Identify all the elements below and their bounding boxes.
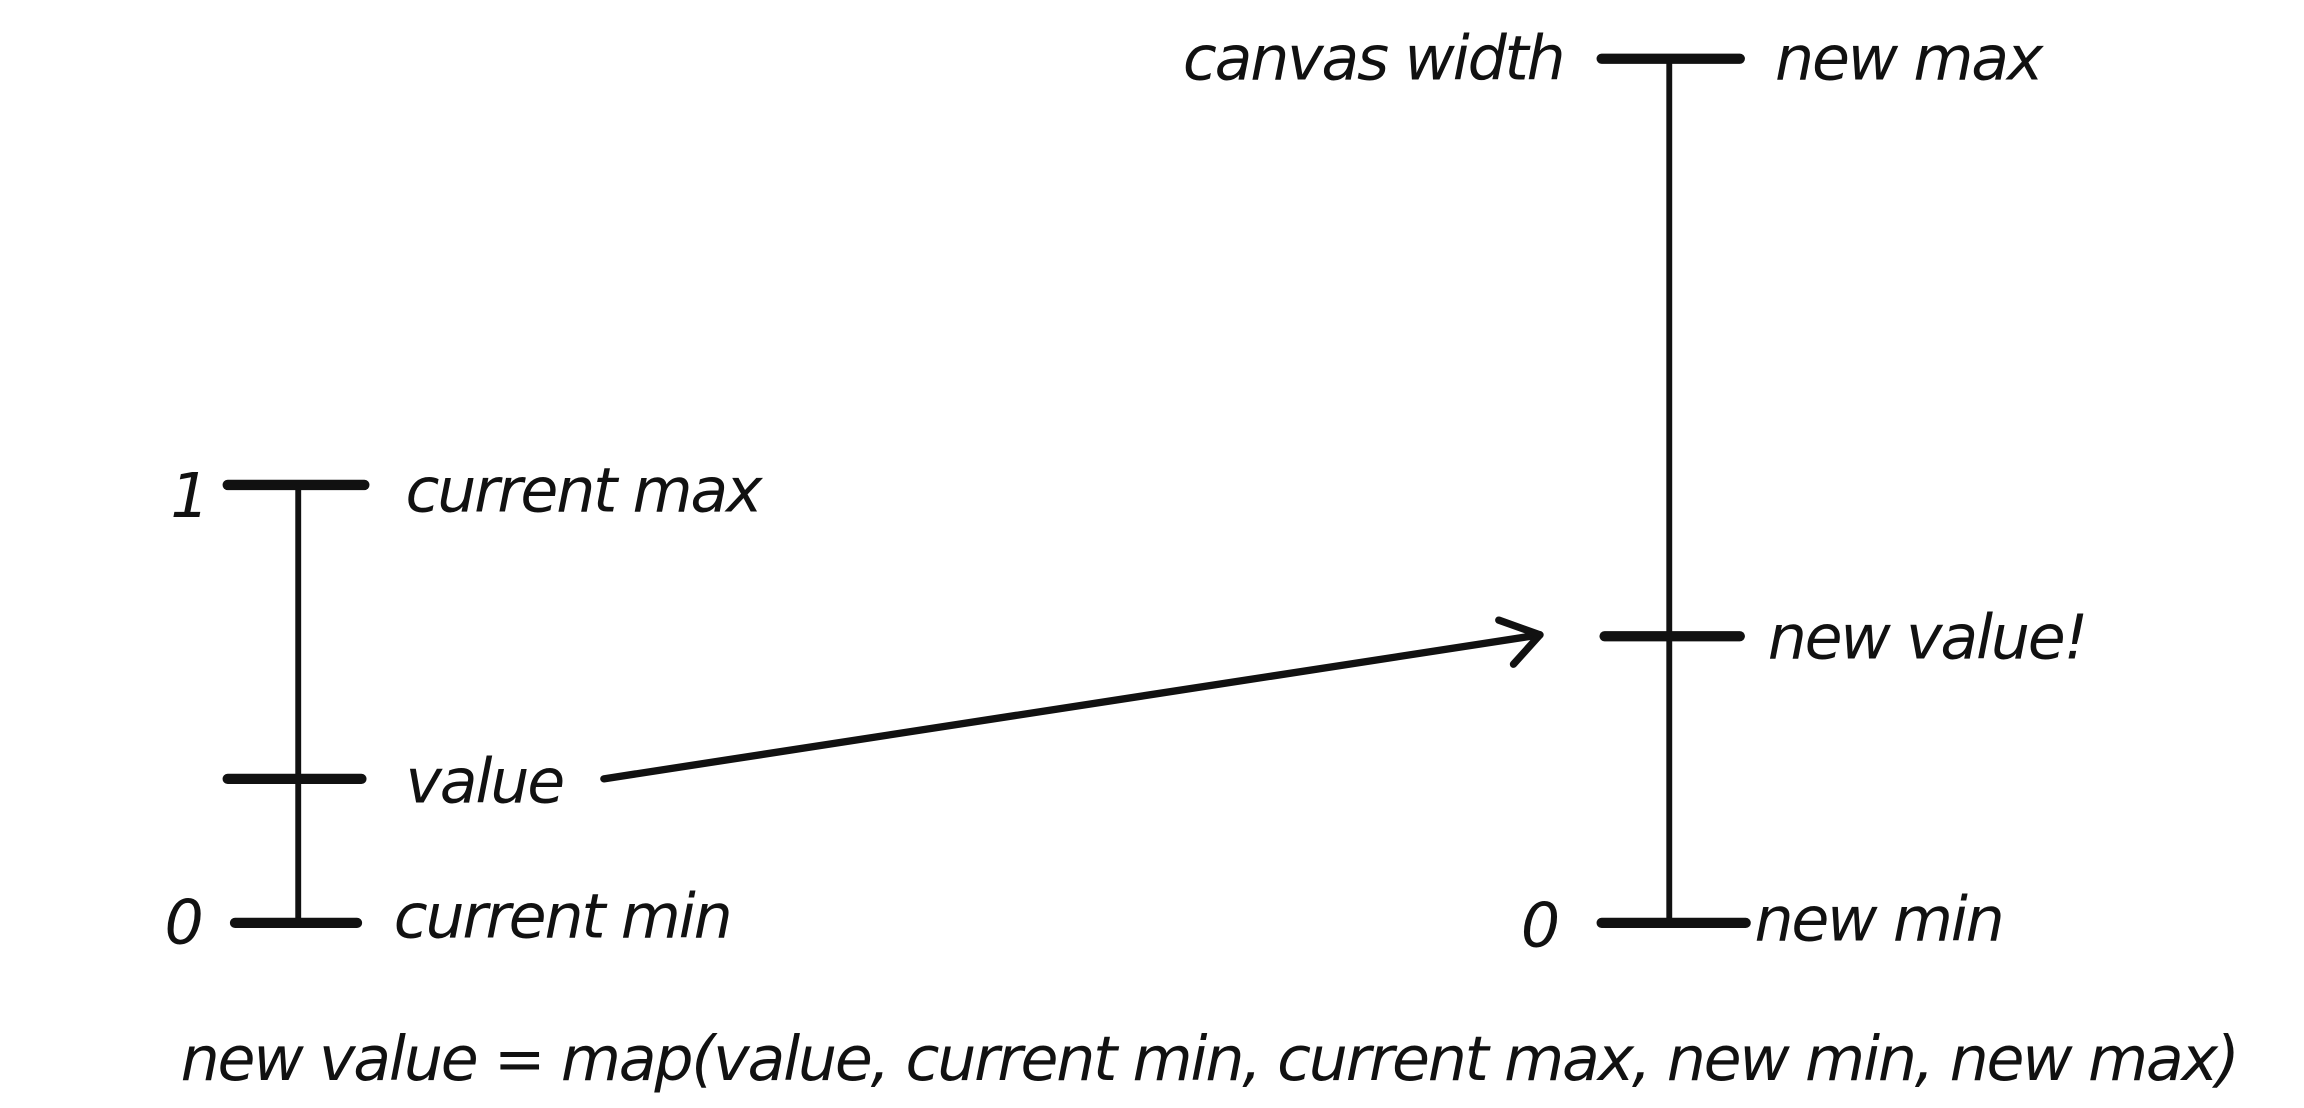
right-scale: canvas width new max new value! 0 new mi…: [1183, 22, 2088, 961]
right-min-label: new min: [1754, 883, 2002, 955]
left-top-number: 1: [170, 460, 207, 532]
left-bottom-number: 0: [164, 886, 201, 958]
left-scale: 1 current max value 0 current min: [164, 454, 766, 958]
right-top-number: canvas width: [1183, 22, 1564, 94]
mapping-arrow: [600, 616, 1544, 783]
right-bottom-number: 0: [1521, 889, 1558, 961]
left-value-label: value: [405, 745, 563, 817]
left-max-label: current max: [405, 454, 764, 526]
formula: new value = map(value, current min, curr…: [181, 1023, 2238, 1095]
arrow-shaft: [600, 631, 1544, 783]
right-max-label: new max: [1775, 22, 2045, 94]
right-value-label: new value!: [1768, 601, 2086, 673]
arrow-head-icon: [1495, 616, 1544, 668]
left-min-label: current min: [394, 881, 731, 953]
